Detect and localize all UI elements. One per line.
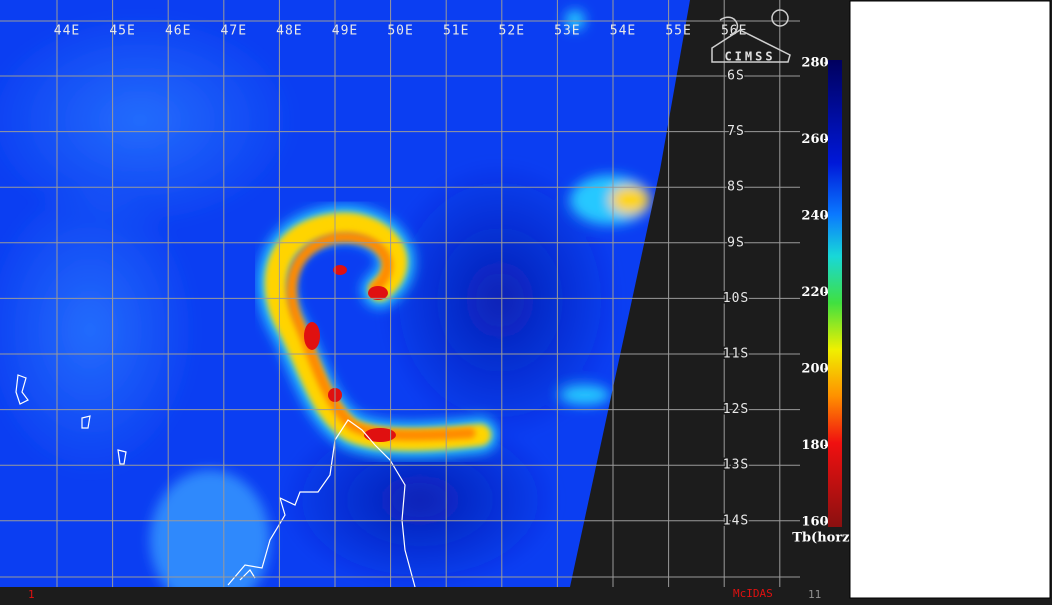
longitude-label: 50E xyxy=(387,24,413,39)
color-bar-tick-label: 200 xyxy=(801,362,828,377)
latitude-label: 6S xyxy=(727,69,745,84)
longitude-label: 47E xyxy=(221,24,247,39)
longitude-label: 53E xyxy=(554,24,580,39)
side-panel xyxy=(849,0,1051,599)
latitude-label: 8S xyxy=(727,180,745,195)
longitude-label: 52E xyxy=(499,24,525,39)
longitude-label: 54E xyxy=(610,24,636,39)
logo: CIMSS xyxy=(711,9,791,64)
color-bar-tick-label: 260 xyxy=(801,132,828,147)
latitude-label: 10S xyxy=(723,291,749,306)
frame-number: 1 xyxy=(28,588,35,601)
latitude-label: 7S xyxy=(727,124,745,139)
color-bar-tick-label: 160 xyxy=(801,515,828,530)
color-bar-tick-label: 280 xyxy=(801,56,828,71)
longitude-label: 48E xyxy=(276,24,302,39)
longitude-label: 49E xyxy=(332,24,358,39)
frame-count: 11 xyxy=(808,588,821,601)
latitude-label: 13S xyxy=(723,458,749,473)
latitude-label: 14S xyxy=(723,513,749,528)
no-data-swath xyxy=(570,0,800,587)
color-bar-tick-label: 240 xyxy=(801,209,828,224)
color-bar-label: Tb(horz) xyxy=(792,531,855,546)
color-bar xyxy=(828,60,842,527)
color-bar-tick-label: 180 xyxy=(801,438,828,453)
latitude-label: 12S xyxy=(723,402,749,417)
lat-lon-grid: 44E 45E 46E 47E 48E 49E 50E 51E 52E 53E 54E 55E 56E 6… xyxy=(0,0,800,587)
storm-spiral xyxy=(257,205,498,458)
longitude-label: 56E xyxy=(721,24,747,39)
longitude-label: 46E xyxy=(165,24,191,39)
color-bar-tick-label: 220 xyxy=(801,285,828,300)
longitude-label: 51E xyxy=(443,24,469,39)
software-label: McIDAS xyxy=(733,587,773,600)
cloud-field xyxy=(0,10,650,605)
longitude-label: 44E xyxy=(54,24,80,39)
logo-text: CIMSS xyxy=(724,50,775,64)
color-bar-ticks: 280 260 240 220 200 180 160 xyxy=(801,56,828,530)
latitude-label: 9S xyxy=(727,235,745,250)
longitude-label: 45E xyxy=(109,24,135,39)
longitude-label: 55E xyxy=(665,24,691,39)
footer-bar xyxy=(0,587,848,601)
latitude-label: 11S xyxy=(723,347,749,362)
